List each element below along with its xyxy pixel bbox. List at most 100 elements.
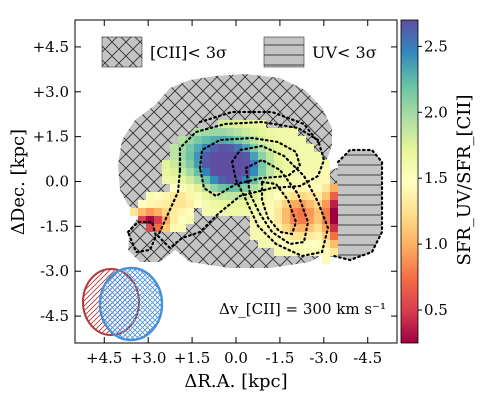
heatmap-pixel bbox=[322, 192, 330, 200]
heatmap-pixel bbox=[266, 224, 274, 232]
heatmap-pixel bbox=[314, 208, 322, 216]
heatmap-pixel bbox=[178, 216, 186, 224]
heatmap-pixel bbox=[306, 248, 314, 256]
heatmap-pixel bbox=[274, 168, 282, 176]
heatmap-pixel bbox=[202, 128, 210, 136]
heatmap-pixel bbox=[274, 200, 282, 208]
heatmap-pixel bbox=[274, 240, 282, 248]
heatmap-pixel bbox=[194, 168, 202, 176]
heatmap-pixel bbox=[162, 160, 170, 168]
heatmap-pixel bbox=[178, 176, 186, 184]
heatmap-pixel bbox=[170, 216, 178, 224]
heatmap-pixel bbox=[314, 184, 322, 192]
y-tick-label: +4.5 bbox=[33, 38, 69, 56]
heatmap-pixel bbox=[234, 192, 242, 200]
heatmap-pixel bbox=[250, 152, 258, 160]
heatmap-pixel bbox=[290, 224, 298, 232]
heatmap-pixel bbox=[274, 136, 282, 144]
heatmap-pixel bbox=[202, 208, 210, 216]
heatmap-pixel bbox=[234, 160, 242, 168]
heatmap-pixel bbox=[258, 200, 266, 208]
heatmap-pixel bbox=[170, 168, 178, 176]
contour-uv-region bbox=[332, 148, 384, 262]
heatmap-pixel bbox=[202, 200, 210, 208]
contour-outer bbox=[156, 120, 326, 250]
heatmap-pixel bbox=[226, 192, 234, 200]
heatmap-pixel bbox=[154, 208, 162, 216]
heatmap-pixel bbox=[266, 192, 274, 200]
heatmap-pixel bbox=[314, 240, 322, 248]
heatmap-pixel bbox=[322, 224, 330, 232]
heatmap-pixel bbox=[210, 136, 218, 144]
heatmap-pixel bbox=[202, 192, 210, 200]
heatmap-pixel bbox=[210, 144, 218, 152]
heatmap-pixel bbox=[258, 232, 266, 240]
heatmap-pixel bbox=[298, 248, 306, 256]
heatmap-pixel bbox=[234, 128, 242, 136]
y-tick-label: 0.0 bbox=[45, 173, 69, 191]
colorbar-ticks: 0.5 1.0 1.5 2.0 2.5 bbox=[418, 37, 448, 319]
heatmap-pixel bbox=[138, 200, 146, 208]
heatmap-pixel bbox=[210, 192, 218, 200]
heatmap-pixel bbox=[274, 160, 282, 168]
heatmap-pixel bbox=[306, 168, 314, 176]
heatmap-pixel bbox=[202, 168, 210, 176]
heatmap-pixel bbox=[282, 200, 290, 208]
heatmap-pixel bbox=[258, 224, 266, 232]
heatmap-pixel bbox=[306, 152, 314, 160]
heatmap-pixel bbox=[290, 192, 298, 200]
heatmap-pixel bbox=[210, 176, 218, 184]
x-tick-label: -3.0 bbox=[309, 349, 338, 367]
heatmap-pixel bbox=[314, 224, 322, 232]
heatmap-pixel bbox=[330, 240, 338, 248]
x-tick-label: +1.5 bbox=[174, 349, 210, 367]
heatmap-pixel bbox=[170, 144, 178, 152]
heatmap-pixel bbox=[202, 152, 210, 160]
legend-cii-label: [CII]< 3σ bbox=[150, 43, 227, 62]
heatmap-pixel bbox=[322, 200, 330, 208]
heatmap-pixel bbox=[306, 200, 314, 208]
heatmap-pixel bbox=[194, 176, 202, 184]
heatmap-pixel bbox=[178, 144, 186, 152]
contour-right-inner bbox=[260, 180, 298, 236]
heatmap-pixel bbox=[282, 184, 290, 192]
heatmap-pixel bbox=[290, 136, 298, 144]
contour-right-mid bbox=[244, 158, 310, 246]
heatmap-pixel bbox=[290, 200, 298, 208]
heatmap-pixel bbox=[170, 224, 178, 232]
heatmap-pixel bbox=[186, 200, 194, 208]
heatmap-pixel bbox=[266, 200, 274, 208]
heatmap-pixel bbox=[306, 240, 314, 248]
heatmap-pixel bbox=[226, 160, 234, 168]
heatmap-pixel bbox=[258, 208, 266, 216]
heatmap-pixel bbox=[258, 168, 266, 176]
heatmap-pixel bbox=[218, 184, 226, 192]
heatmap-pixel bbox=[274, 176, 282, 184]
heatmap-pixel bbox=[234, 208, 242, 216]
heatmap-pixel bbox=[290, 176, 298, 184]
colorbar-tick-label: 1.0 bbox=[424, 235, 448, 253]
heatmap-pixel bbox=[202, 184, 210, 192]
heatmap-pixel bbox=[314, 176, 322, 184]
heatmap-pixel bbox=[266, 136, 274, 144]
heatmap-pixel bbox=[330, 224, 338, 232]
heatmap-pixel bbox=[282, 152, 290, 160]
heatmap-pixel bbox=[306, 208, 314, 216]
heatmap-pixel bbox=[178, 200, 186, 208]
heatmap-pixel bbox=[186, 208, 194, 216]
heatmap-pixel bbox=[218, 152, 226, 160]
heatmap-pixel bbox=[290, 152, 298, 160]
heatmap-pixel bbox=[274, 144, 282, 152]
heatmap-pixel bbox=[322, 176, 330, 184]
heatmap-pixel bbox=[282, 176, 290, 184]
heatmap-pixel bbox=[242, 176, 250, 184]
heatmap-pixel bbox=[162, 168, 170, 176]
heatmap-pixel bbox=[298, 136, 306, 144]
heatmap-pixel bbox=[298, 144, 306, 152]
heatmap-pixel bbox=[298, 184, 306, 192]
heatmap-pixel bbox=[306, 232, 314, 240]
heatmap-pixel bbox=[194, 136, 202, 144]
heatmap-pixel bbox=[242, 128, 250, 136]
heatmap-pixel bbox=[138, 208, 146, 216]
